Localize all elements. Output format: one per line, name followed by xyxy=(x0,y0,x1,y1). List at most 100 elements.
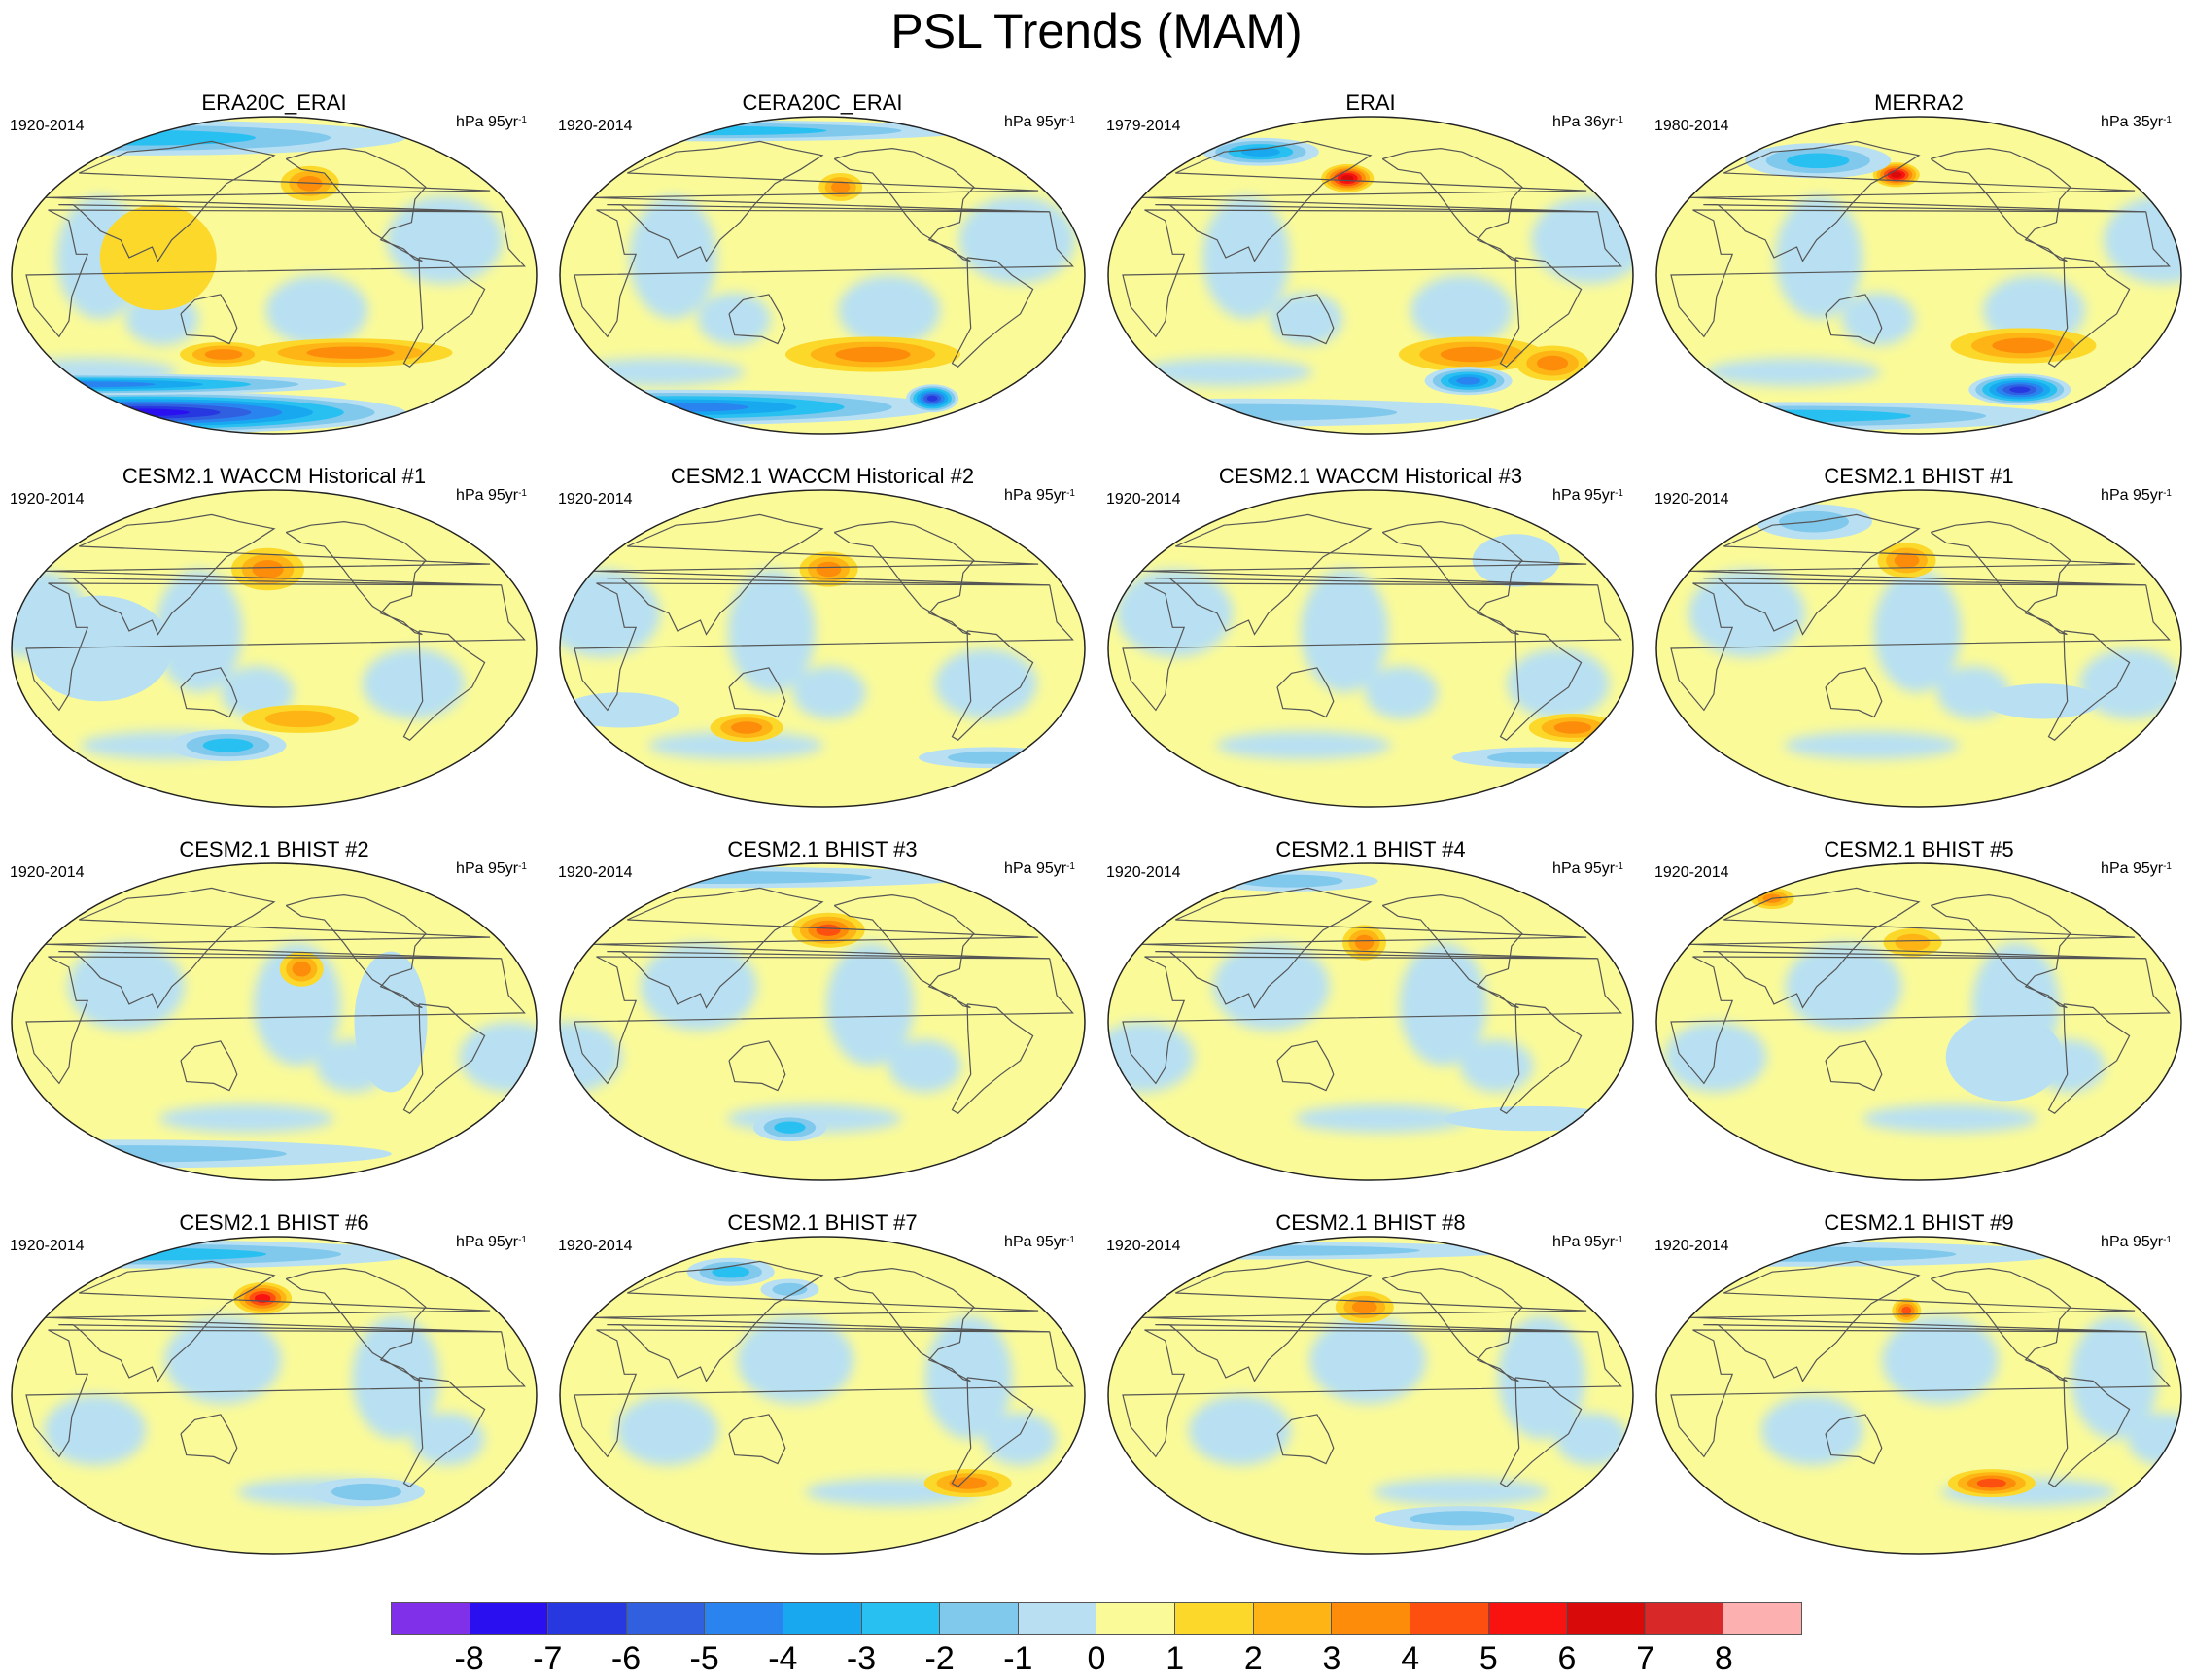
negative-patch xyxy=(386,195,504,285)
panel-units-exponent: -1 xyxy=(1066,115,1075,125)
negative-patch xyxy=(2104,195,2181,285)
coastline xyxy=(1670,956,2171,1085)
trend-contour xyxy=(816,924,841,936)
coastline xyxy=(1141,513,1598,636)
negative-patch xyxy=(1775,195,1863,320)
panel-units: hPa 35yr-1 xyxy=(2101,113,2172,132)
negative-patch xyxy=(1116,569,1234,658)
trend-map xyxy=(1655,489,2182,808)
panel-period: 1980-2014 xyxy=(1654,118,1729,134)
panel-title: CESM2.1 BHIST #6 xyxy=(179,1210,369,1235)
panel-title: ERA20C_ERAI xyxy=(201,90,347,115)
panel-period: 1920-2014 xyxy=(558,118,633,134)
panel-units-base: hPa 95yr xyxy=(456,487,519,504)
panel-units-exponent: -1 xyxy=(1066,1235,1075,1245)
colorbar xyxy=(391,1602,1802,1635)
map-border xyxy=(559,862,1086,1181)
negative-patch xyxy=(1760,1395,1863,1466)
coastline xyxy=(1825,294,1883,345)
trend-contour xyxy=(947,751,1035,764)
panel-units-exponent: -1 xyxy=(518,488,527,499)
panel-period: 1920-2014 xyxy=(10,491,85,508)
panel-units-base: hPa 95yr xyxy=(1552,487,1616,504)
coastline xyxy=(1276,667,1335,718)
colorbar-swatch xyxy=(1253,1603,1333,1634)
coastline xyxy=(1689,1260,2146,1382)
coastline xyxy=(402,1377,486,1488)
panel-units: hPa 95yr-1 xyxy=(2101,859,2172,879)
negative-patch xyxy=(1201,195,1290,320)
trend-contour xyxy=(1410,1511,1515,1526)
trend-contour xyxy=(1351,1300,1377,1314)
colorbar-tick-label: -2 xyxy=(924,1640,955,1677)
panel-units-base: hPa 95yr xyxy=(1552,1234,1616,1250)
panel-units-base: hPa 95yr xyxy=(1004,860,1067,877)
trend-map xyxy=(11,489,538,808)
trend-contour xyxy=(264,710,335,728)
coastline xyxy=(1381,893,1523,1009)
negative-patch xyxy=(352,1315,440,1440)
colorbar-tick-label: 6 xyxy=(1557,1640,1577,1677)
panel-units-base: hPa 95yr xyxy=(1552,860,1616,877)
coastline xyxy=(593,1260,1050,1382)
trend-contour xyxy=(1537,355,1569,371)
negative-patch xyxy=(1862,1104,2038,1134)
coastline xyxy=(574,1329,1074,1458)
map-border xyxy=(1655,1236,2182,1555)
panel-units: hPa 95yr-1 xyxy=(456,113,527,132)
colorbar-swatch xyxy=(1488,1603,1568,1634)
panel-units-exponent: -1 xyxy=(518,115,527,125)
map-panel: CESM2.1 WACCM Historical #2 1920-2014 hPa … xyxy=(548,463,1096,832)
negative-patch xyxy=(1309,1315,1427,1405)
trend-contour xyxy=(99,204,217,311)
coastline xyxy=(728,1414,786,1465)
panel-title: CESM2.1 BHIST #5 xyxy=(1824,837,2014,861)
coastline xyxy=(1825,1414,1883,1465)
negative-patch xyxy=(1270,293,1343,346)
map-border xyxy=(559,1236,1086,1555)
negative-patch xyxy=(2071,1315,2159,1440)
negative-patch xyxy=(362,648,465,719)
panel-title: CESM2.1 BHIST #1 xyxy=(1824,464,2014,488)
coastline xyxy=(1930,1267,2071,1382)
trend-contour xyxy=(1787,153,1850,169)
colorbar-swatch xyxy=(861,1603,941,1634)
panel-units-exponent: -1 xyxy=(2163,1235,2172,1245)
negative-patch xyxy=(164,1315,282,1405)
trend-contour xyxy=(252,560,284,578)
coastline xyxy=(1141,887,1598,1009)
panel-units: hPa 95yr-1 xyxy=(2101,1233,2172,1252)
colorbar-tick-label: -3 xyxy=(846,1640,877,1677)
map-border xyxy=(1107,862,1634,1181)
trend-map xyxy=(559,862,1086,1181)
panel-period: 1920-2014 xyxy=(1106,1238,1181,1254)
panel-units-base: hPa 95yr xyxy=(1004,114,1067,130)
trend-contour xyxy=(202,738,254,752)
colorbar-swatch xyxy=(626,1603,706,1634)
coastline xyxy=(728,294,786,345)
panel-title: CESM2.1 WACCM Historical #3 xyxy=(1218,464,1523,488)
map-panel: CESM2.1 BHIST #5 1920-2014 hPa 95yr-1 xyxy=(1645,836,2193,1206)
colorbar-tick-label: 3 xyxy=(1322,1640,1341,1677)
negative-patch xyxy=(616,1395,719,1466)
trend-contour xyxy=(1456,376,1480,385)
panel-period: 1920-2014 xyxy=(1106,491,1181,508)
panel-title: CESM2.1 BHIST #3 xyxy=(727,837,918,861)
trend-contour xyxy=(1354,934,1375,951)
trend-contour xyxy=(1992,337,2055,354)
negative-patch xyxy=(1188,1395,1291,1466)
panel-units: hPa 95yr-1 xyxy=(1552,486,1623,506)
panel-period: 1920-2014 xyxy=(10,1238,85,1254)
panel-period: 1920-2014 xyxy=(1654,864,1729,881)
trend-contour xyxy=(1656,1246,1957,1262)
colorbar-swatch xyxy=(783,1603,862,1634)
panel-units: hPa 95yr-1 xyxy=(1552,859,1623,879)
trend-map xyxy=(1655,1236,2182,1555)
panel-units: hPa 95yr-1 xyxy=(1552,1233,1623,1252)
coastline xyxy=(1689,513,2146,636)
coastline xyxy=(1930,893,2071,1009)
panel-units-base: hPa 95yr xyxy=(456,114,519,130)
negative-patch xyxy=(1705,358,1881,387)
coastline xyxy=(833,893,975,1009)
map-border xyxy=(559,116,1086,435)
